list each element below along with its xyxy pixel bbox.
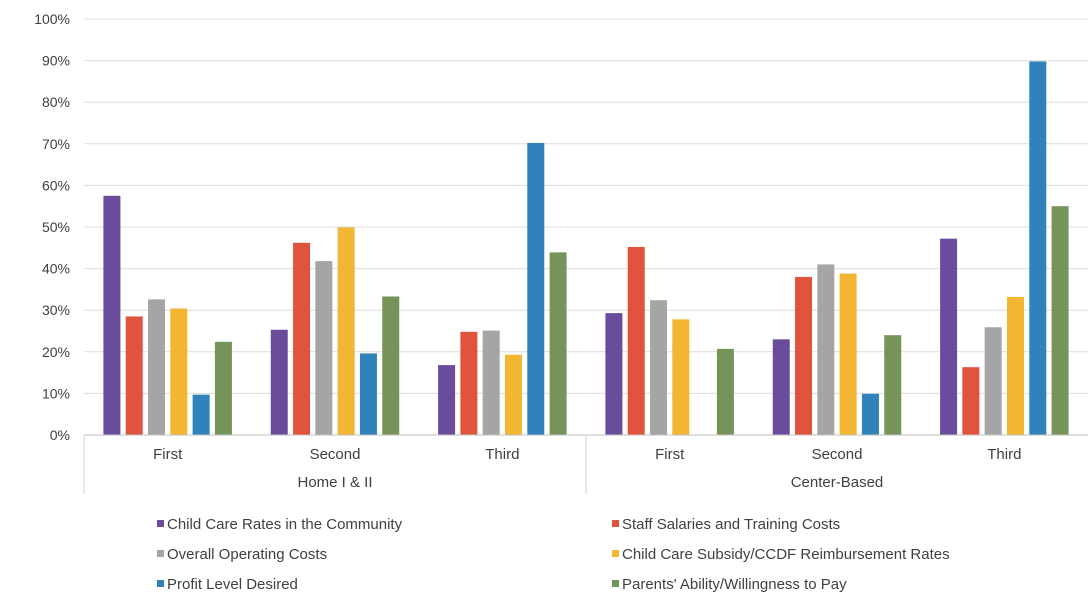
- bar: [627, 246, 645, 435]
- bar: [315, 261, 333, 435]
- bar: [549, 252, 567, 435]
- x-tick-label: Third: [485, 446, 519, 463]
- bar: [772, 339, 790, 435]
- legend-swatch: [612, 520, 619, 527]
- y-tick-label: 100%: [34, 11, 70, 27]
- bar: [438, 365, 456, 435]
- bar: [650, 300, 668, 435]
- bar: [359, 353, 377, 435]
- bar: [527, 142, 545, 435]
- y-tick-label: 70%: [42, 136, 70, 152]
- legend-swatch: [612, 580, 619, 587]
- bar: [716, 348, 734, 435]
- legend-label: Parents' Ability/Willingness to Pay: [622, 576, 847, 593]
- bar: [482, 330, 500, 435]
- bar: [1006, 296, 1024, 435]
- bar: [940, 238, 958, 435]
- x-tick-label: Third: [987, 446, 1021, 463]
- bar: [148, 299, 166, 435]
- bar: [839, 273, 857, 435]
- bar: [103, 195, 121, 435]
- y-tick-label: 0%: [50, 427, 70, 443]
- y-tick-label: 90%: [42, 53, 70, 69]
- bar: [293, 242, 311, 435]
- bar: [605, 313, 623, 435]
- bar: [984, 327, 1002, 435]
- bar: [170, 308, 188, 435]
- y-tick-label: 30%: [42, 302, 70, 318]
- bar: [1051, 206, 1069, 435]
- legend-label: Overall Operating Costs: [167, 546, 327, 563]
- group-label: Center-Based: [791, 474, 884, 491]
- bar: [270, 329, 288, 435]
- legend-label: Profit Level Desired: [167, 576, 298, 593]
- bar: [1029, 61, 1047, 435]
- y-tick-label: 40%: [42, 261, 70, 277]
- legend-swatch: [612, 550, 619, 557]
- bar: [214, 341, 232, 435]
- legend-label: Child Care Subsidy/CCDF Reimbursement Ra…: [622, 546, 950, 563]
- legend-swatch: [157, 520, 164, 527]
- x-tick-label: First: [655, 446, 685, 463]
- x-tick-label: First: [153, 446, 183, 463]
- bar: [962, 367, 980, 435]
- legend-swatch: [157, 550, 164, 557]
- bar: [795, 276, 813, 435]
- bar: [192, 394, 210, 435]
- bar: [672, 319, 690, 435]
- legend-label: Child Care Rates in the Community: [167, 516, 403, 533]
- y-tick-label: 50%: [42, 219, 70, 235]
- y-tick-label: 10%: [42, 385, 70, 401]
- y-tick-label: 60%: [42, 177, 70, 193]
- bar: [460, 331, 478, 435]
- group-label: Home I & II: [297, 474, 372, 491]
- x-tick-label: Second: [812, 446, 863, 463]
- legend-label: Staff Salaries and Training Costs: [622, 516, 840, 533]
- bar: [817, 264, 835, 435]
- y-tick-label: 80%: [42, 94, 70, 110]
- bar: [382, 296, 400, 435]
- x-tick-label: Second: [310, 446, 361, 463]
- bar: [504, 354, 522, 435]
- bar: [861, 393, 879, 435]
- legend-swatch: [157, 580, 164, 587]
- bar: [337, 227, 355, 435]
- y-tick-label: 20%: [42, 344, 70, 360]
- bar: [125, 316, 143, 435]
- bar: [884, 335, 902, 435]
